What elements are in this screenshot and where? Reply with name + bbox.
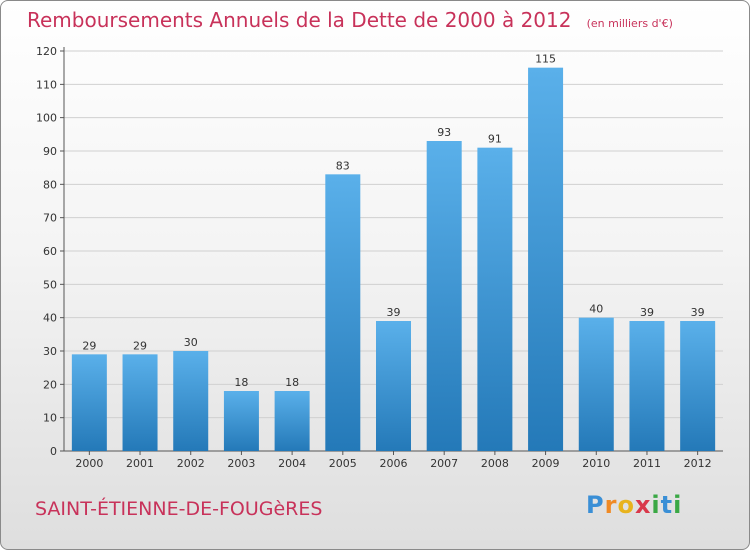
bar-2009 (528, 67, 564, 452)
bar-2001 (122, 354, 158, 451)
logo-letter: i (651, 491, 661, 519)
x-tick-label-2006: 2006 (380, 457, 408, 470)
bar-2010 (578, 317, 614, 451)
value-label-2003: 18 (234, 376, 248, 389)
y-tick-label-60: 60 (43, 245, 57, 258)
bar-2008 (477, 147, 513, 451)
value-label-2002: 30 (184, 336, 198, 349)
logo-letter: t (660, 491, 674, 519)
logo-letter: P (586, 491, 605, 519)
y-tick-label-90: 90 (43, 145, 57, 158)
value-label-2009: 115 (535, 53, 556, 66)
bar-2000 (71, 354, 107, 451)
x-tick-label-2010: 2010 (582, 457, 610, 470)
y-tick-label-80: 80 (43, 178, 57, 191)
chart-unit: (en milliers d'€) (586, 17, 673, 30)
logo-letter: r (604, 491, 618, 519)
y-tick-label-10: 10 (43, 412, 57, 425)
value-label-2001: 29 (133, 339, 147, 352)
x-tick-label-2004: 2004 (278, 457, 306, 470)
logo-letter: i (673, 491, 683, 519)
logo-letter: o (617, 491, 635, 519)
y-tick-label-100: 100 (36, 112, 57, 125)
bar-2004 (274, 391, 310, 451)
x-tick-label-2012: 2012 (684, 457, 712, 470)
y-tick-label-30: 30 (43, 345, 57, 358)
x-tick-label-2011: 2011 (633, 457, 661, 470)
proxiti-logo: Proxiti (586, 491, 682, 519)
bar-chart: 0 10 20 30 40 50 60 70 80 90 100 110 120 29 2000 29 2001… (36, 45, 723, 470)
x-tick-label-2003: 2003 (227, 457, 255, 470)
y-tick-label-120: 120 (36, 45, 57, 58)
value-label-2012: 39 (691, 306, 705, 319)
value-label-2011: 39 (640, 306, 654, 319)
x-tick-label-2001: 2001 (126, 457, 154, 470)
chart-title: Remboursements Annuels de la Dette de 20… (27, 8, 572, 32)
value-label-2007: 93 (437, 126, 451, 139)
chart-header: Remboursements Annuels de la Dette de 20… (27, 8, 673, 32)
bar-2011 (629, 321, 665, 451)
y-tick-label-20: 20 (43, 378, 57, 391)
x-tick-label-2009: 2009 (532, 457, 560, 470)
bar-2012 (680, 321, 716, 451)
x-tick-label-2008: 2008 (481, 457, 509, 470)
x-tick-label-2000: 2000 (75, 457, 103, 470)
bar-2007 (426, 141, 462, 451)
bar-2002 (173, 351, 209, 451)
y-tick-label-50: 50 (43, 278, 57, 291)
x-tick-label-2005: 2005 (329, 457, 357, 470)
x-tick-label-2002: 2002 (177, 457, 205, 470)
value-label-2005: 83 (336, 159, 350, 172)
logo-letter: x (634, 491, 652, 519)
y-tick-label-0: 0 (50, 445, 57, 458)
bar-2006 (376, 321, 411, 451)
y-tick-label-110: 110 (36, 78, 57, 91)
bar-2003 (223, 391, 259, 451)
y-tick-label-70: 70 (43, 212, 57, 225)
place-name: SAINT-ÉTIENNE-DE-FOUGèRES (35, 498, 323, 520)
bar-2005 (325, 174, 361, 452)
value-label-2006: 39 (387, 306, 401, 319)
value-label-2008: 91 (488, 133, 502, 146)
value-label-2010: 40 (589, 303, 603, 316)
x-tick-label-2007: 2007 (430, 457, 458, 470)
value-label-2004: 18 (285, 376, 299, 389)
y-tick-label-40: 40 (43, 312, 57, 325)
value-label-2000: 29 (82, 339, 96, 352)
